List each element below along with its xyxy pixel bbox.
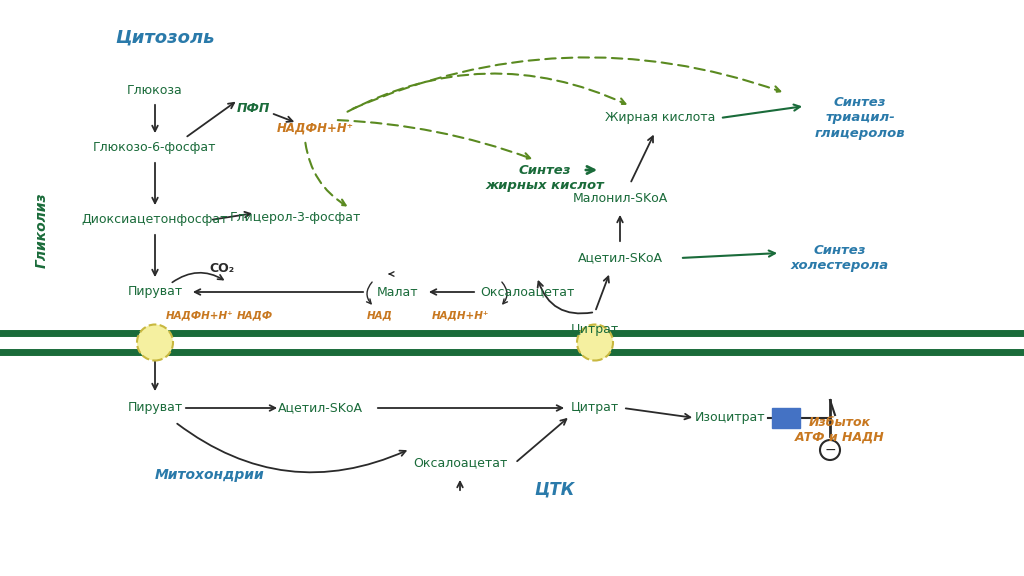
Text: CO₂: CO₂ bbox=[210, 262, 234, 275]
Text: Оксалоацетат: Оксалоацетат bbox=[480, 286, 574, 298]
Text: Ацетил-SKоА: Ацетил-SKоА bbox=[278, 401, 362, 415]
Text: Малонил-SKоА: Малонил-SKоА bbox=[572, 191, 668, 204]
Text: Синтез
жирных кислот: Синтез жирных кислот bbox=[485, 164, 604, 192]
Text: Диоксиацетонфосфат: Диоксиацетонфосфат bbox=[82, 214, 228, 226]
Text: Глицерол-3-фосфат: Глицерол-3-фосфат bbox=[229, 211, 360, 225]
Text: Глюкозо-6-фосфат: Глюкозо-6-фосфат bbox=[93, 142, 217, 154]
Text: НАДФ: НАДФ bbox=[237, 310, 273, 320]
Text: Жирная кислота: Жирная кислота bbox=[605, 112, 715, 124]
Text: Пируват: Пируват bbox=[127, 401, 182, 415]
Text: Избыток
АТФ и НАДН: Избыток АТФ и НАДН bbox=[795, 416, 885, 444]
Text: Изоцитрат: Изоцитрат bbox=[694, 411, 765, 425]
Text: Ацетил-SKоА: Ацетил-SKоА bbox=[578, 252, 663, 264]
Circle shape bbox=[820, 440, 840, 460]
Text: Цитрат: Цитрат bbox=[570, 324, 620, 336]
Text: Митохондрии: Митохондрии bbox=[155, 468, 265, 482]
Text: ЦТК: ЦТК bbox=[535, 481, 575, 499]
Text: Пируват: Пируват bbox=[127, 286, 182, 298]
Text: Синтез
холестерола: Синтез холестерола bbox=[791, 244, 889, 272]
Text: НАДФН+Н⁺: НАДФН+Н⁺ bbox=[166, 310, 233, 320]
Circle shape bbox=[137, 324, 173, 361]
Text: НАДФН+Н⁺: НАДФН+Н⁺ bbox=[276, 122, 353, 135]
Text: Синтез
триацил-
глицеролов: Синтез триацил- глицеролов bbox=[815, 97, 905, 139]
Text: НАДН+Н⁺: НАДН+Н⁺ bbox=[431, 310, 488, 320]
FancyBboxPatch shape bbox=[772, 408, 800, 428]
Text: Малат: Малат bbox=[377, 286, 419, 298]
Text: Цитрат: Цитрат bbox=[570, 401, 620, 415]
Text: Гликолиз: Гликолиз bbox=[35, 192, 49, 268]
Text: НАД: НАД bbox=[367, 310, 393, 320]
Text: Оксалоацетат: Оксалоацетат bbox=[413, 457, 507, 469]
Text: Глюкоза: Глюкоза bbox=[127, 84, 183, 97]
Text: ПФП: ПФП bbox=[237, 101, 269, 115]
Text: Цитозоль: Цитозоль bbox=[115, 29, 214, 47]
Text: −: − bbox=[824, 443, 836, 457]
Circle shape bbox=[577, 324, 613, 361]
